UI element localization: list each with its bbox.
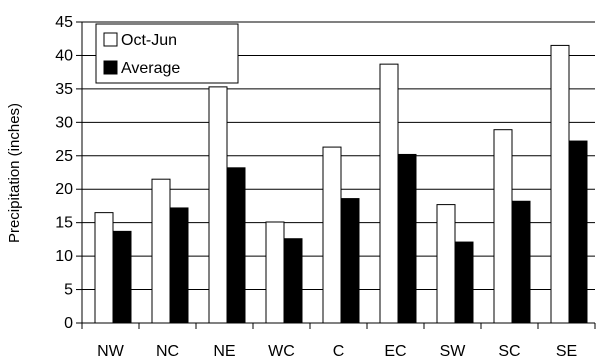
bar-oct-jun-wc [265,221,285,324]
x-tick-label: SC [498,343,520,360]
y-tick-label: 30 [55,114,73,131]
x-tick-label: NE [213,343,235,360]
bar-average-nw [112,230,132,324]
bar-average-wc [283,238,303,324]
legend-label: Oct-Jun [121,32,177,49]
bar-average-nc [169,207,189,324]
legend-label: Average [121,60,180,77]
bars [94,44,588,324]
bar-average-c [340,198,360,324]
y-tick-labels: 0 5 10 15 20 25 30 35 40 45 [55,14,73,332]
y-tick-label: 35 [55,81,73,98]
y-tick-label: 25 [55,148,73,165]
bar-oct-jun-ne [208,86,228,324]
bar-oct-jun-sc [493,129,513,324]
x-tick-label: EC [384,343,406,360]
x-tick-label: C [333,343,345,360]
bar-average-sc [511,200,531,324]
bar-oct-jun-ec [379,63,399,324]
x-tick-labels: NW NC NE WC C EC SW SC SE [97,343,577,360]
bar-oct-jun-nw [94,212,114,324]
y-tick-label: 15 [55,215,73,232]
bar-average-se [568,140,588,324]
legend-swatch-oct-jun [103,32,118,47]
y-tick-label: 45 [55,14,73,31]
y-tick-label: 20 [55,181,73,198]
x-tick-label: SE [556,343,577,360]
x-tick-label: NC [156,343,179,360]
x-tick-label: WC [268,343,295,360]
bar-oct-jun-se [550,44,570,324]
legend: Oct-Jun Average [95,23,239,84]
bar-average-ne [226,167,246,324]
x-tick-label: NW [97,343,125,360]
y-tick-label: 10 [55,248,73,265]
bar-average-ec [397,153,417,324]
bar-oct-jun-nc [151,178,171,324]
y-axis-title: Precipitation (inches) [6,103,23,243]
legend-swatch-average [103,60,118,75]
legend-box [95,23,239,84]
bar-oct-jun-sw [436,204,456,324]
bar-average-sw [454,241,474,324]
x-tick-label: SW [440,343,467,360]
y-tick-label: 5 [64,282,73,299]
y-tick-label: 40 [55,47,73,64]
y-tick-label: 0 [64,315,73,332]
axes [76,21,596,329]
bar-oct-jun-c [322,146,342,324]
